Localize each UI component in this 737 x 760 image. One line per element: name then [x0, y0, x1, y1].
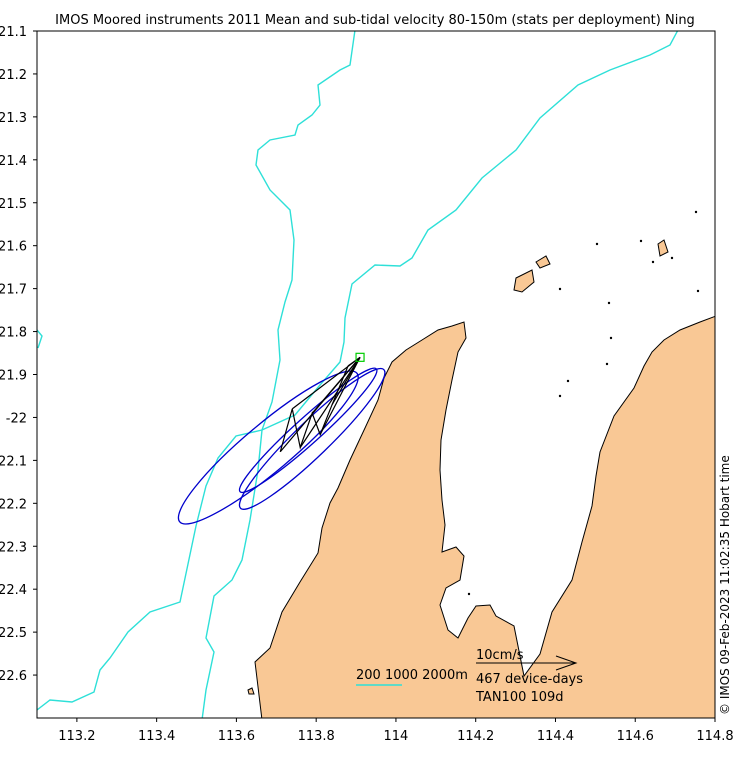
y-tick-label: -21.8: [0, 326, 27, 341]
island-3: [657, 239, 669, 257]
island-2: [535, 255, 551, 269]
mooring-marker: [355, 352, 365, 362]
x-axis: 113.2 113.4 113.6 113.8 114 114.2 114.4 114.6 11…: [58, 718, 734, 744]
y-tick-label: -22.1: [0, 454, 27, 469]
map-title: IMOS Moored instruments 2011 Mean and su…: [55, 13, 695, 28]
legend-mooring-summary: TAN100 109d: [475, 690, 564, 705]
velocity-vector: [311, 356, 361, 414]
x-tick-label: 113.8: [298, 729, 335, 744]
x-tick-label: 114: [384, 729, 409, 744]
y-tick-label: -21.4: [0, 154, 27, 169]
island-1: [513, 269, 535, 293]
isobath-2000m: [37, 329, 43, 349]
y-tick-label: -22.6: [0, 669, 27, 684]
variance-ellipses: [177, 367, 386, 525]
velocity-vector: [331, 357, 361, 405]
small-islands: [467, 210, 700, 596]
y-tick-label: -21.2: [0, 68, 27, 83]
x-tick-label: 113.2: [58, 729, 95, 744]
y-tick-label: -21.6: [0, 240, 27, 255]
velocity-tip-trace: [279, 365, 349, 452]
variance-ellipse: [177, 370, 359, 525]
velocity-vectors: [279, 356, 361, 453]
x-tick-label: 113.6: [218, 729, 255, 744]
velocity-vector: [347, 356, 361, 367]
x-tick-label: 114.6: [617, 729, 654, 744]
map-plot-area: [37, 31, 715, 718]
y-tick-label: -21.3: [0, 111, 27, 126]
y-tick-label: -22.3: [0, 540, 27, 555]
timestamp-side-label: © IMOS 09-Feb-2023 11:02:35 Hobart time: [718, 455, 732, 715]
y-tick-label: -21.1: [0, 25, 27, 40]
isobath-layer: [37, 31, 679, 718]
island-4: [247, 687, 255, 695]
legend-device-days: 467 device-days: [476, 672, 583, 687]
y-tick-label: -21.5: [0, 197, 27, 212]
legend-scale-label: 10cm/s: [476, 648, 524, 663]
velocity-vector: [319, 357, 361, 435]
land-layer: [247, 239, 715, 718]
land-peninsula: [254, 315, 715, 718]
y-axis: -21.1 -21.2 -21.3 -21.4 -21.5 -21.6 -21.7 -21.8…: [0, 25, 37, 684]
y-tick-label: -21.7: [0, 283, 27, 298]
y-tick-label: -22.4: [0, 583, 27, 598]
y-tick-label: -22.2: [0, 497, 27, 512]
y-tick-label: -22: [6, 411, 27, 426]
legend: 200 1000 2000m 10cm/s 467 device-days TA…: [356, 648, 583, 705]
velocity-vector: [299, 356, 361, 448]
legend-contours-label: 200 1000 2000m: [356, 668, 468, 683]
x-tick-label: 113.4: [138, 729, 175, 744]
isobath-200m: [201, 31, 356, 718]
legend-scale-arrow: [476, 655, 578, 671]
x-tick-label: 114.4: [537, 729, 574, 744]
x-tick-label: 114.8: [696, 729, 733, 744]
x-tick-label: 114.2: [457, 729, 494, 744]
y-tick-label: -22.5: [0, 626, 27, 641]
isobath-1000m: [37, 31, 679, 711]
variance-ellipse: [238, 367, 386, 510]
y-tick-label: -21.9: [0, 369, 27, 384]
